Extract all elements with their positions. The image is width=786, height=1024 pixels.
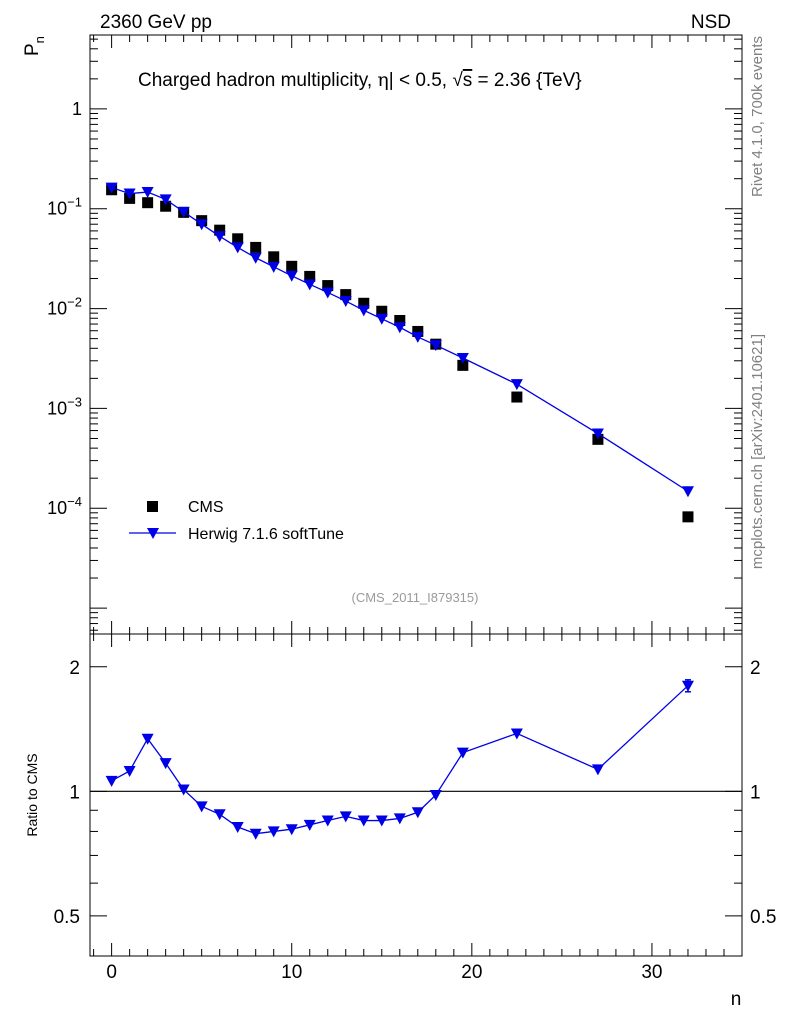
y-axis-label: Pn	[22, 36, 47, 56]
cms-data-point	[286, 261, 297, 272]
herwig-point	[340, 296, 352, 307]
ratio-y-tick-label-left: 0.5	[54, 907, 80, 928]
y-tick-mantissa: 10	[47, 199, 67, 219]
x-tick-label: 20	[461, 962, 482, 983]
x-tick-label: 0	[106, 962, 117, 983]
y-tick-exponent: −3	[67, 394, 82, 409]
y-tick-label: 1	[72, 99, 82, 119]
ratio-point	[457, 748, 469, 759]
y-tick-mantissa: 10	[47, 498, 67, 518]
collision-label: 2360 GeV pp	[100, 12, 212, 33]
herwig-point	[682, 486, 694, 497]
ratio-point	[412, 807, 424, 818]
ratio-y-tick-label-right: 2	[750, 658, 761, 679]
cms-data-point	[142, 197, 153, 208]
ratio-point	[232, 822, 244, 833]
ratio-point	[592, 764, 604, 775]
legend: CMS Herwig 7.1.6 softTune	[129, 499, 344, 543]
ratio-line	[112, 686, 688, 834]
herwig-point	[358, 305, 370, 316]
herwig-point	[232, 242, 244, 253]
y-tick-exponent: −2	[67, 295, 82, 310]
y-tick-label: 10−4	[47, 494, 82, 518]
rivet-version-label: Rivet 4.1.0, 700k events	[749, 36, 766, 197]
herwig-point	[322, 287, 334, 298]
x-tick-label: 30	[641, 962, 662, 983]
cms-data-point	[250, 242, 261, 253]
plot-canvas: 2360 GeV pp NSD Rivet 4.1.0, 700k events…	[0, 0, 786, 1024]
ratio-point	[106, 776, 118, 787]
y-tick-mantissa: 10	[47, 299, 67, 319]
ratio-y-tick-label-left: 2	[69, 658, 80, 679]
herwig-point	[214, 231, 226, 242]
ratio-y-tick-label-right: 1	[750, 782, 761, 803]
process-label: NSD	[691, 12, 731, 33]
herwig-point	[250, 253, 262, 264]
y-tick-label: 10−3	[47, 394, 82, 418]
ratio-point	[214, 809, 226, 820]
cms-data-point	[268, 251, 279, 262]
x-tick-label: 10	[281, 962, 302, 983]
herwig-point	[286, 271, 298, 282]
ratio-panel-frame	[90, 634, 742, 956]
cms-data-point	[682, 511, 693, 522]
herwig-point	[394, 322, 406, 333]
y-tick-label: 10−1	[47, 195, 82, 219]
ratio-y-tick-label-right: 0.5	[750, 907, 776, 928]
ratio-point	[160, 758, 172, 769]
herwig-line	[112, 188, 688, 492]
ratio-point	[250, 829, 262, 840]
chart-title: Charged hadron multiplicity, η| < 0.5, √…	[138, 69, 582, 91]
cms-data-point	[511, 392, 522, 403]
y-tick-exponent: −1	[67, 195, 82, 210]
legend-herwig-label: Herwig 7.1.6 softTune	[188, 526, 344, 543]
mcplots-source-label: mcplots.cern.ch [arXiv:2401.10621]	[749, 334, 766, 569]
ratio-point	[142, 734, 154, 745]
svg-text:Pn: Pn	[22, 36, 47, 56]
x-axis-label: n	[731, 989, 742, 1010]
ratio-point	[511, 728, 523, 739]
ratio-point	[196, 801, 208, 812]
herwig-point	[511, 379, 523, 390]
ratio-point	[124, 766, 136, 777]
legend-cms-label: CMS	[188, 499, 224, 516]
analysis-reference: (CMS_2011_I879315)	[352, 590, 479, 605]
herwig-point	[304, 279, 316, 290]
ratio-axis-label: Ratio to CMS	[24, 753, 40, 836]
herwig-point	[376, 314, 388, 325]
ratio-y-tick-label-left: 1	[69, 782, 80, 803]
y-tick-mantissa: 10	[47, 398, 67, 418]
herwig-point	[268, 262, 280, 273]
legend-cms-marker	[147, 501, 158, 512]
herwig-point	[412, 332, 424, 343]
y-tick-label: 10−2	[47, 295, 82, 319]
y-tick-exponent: −4	[67, 494, 82, 509]
